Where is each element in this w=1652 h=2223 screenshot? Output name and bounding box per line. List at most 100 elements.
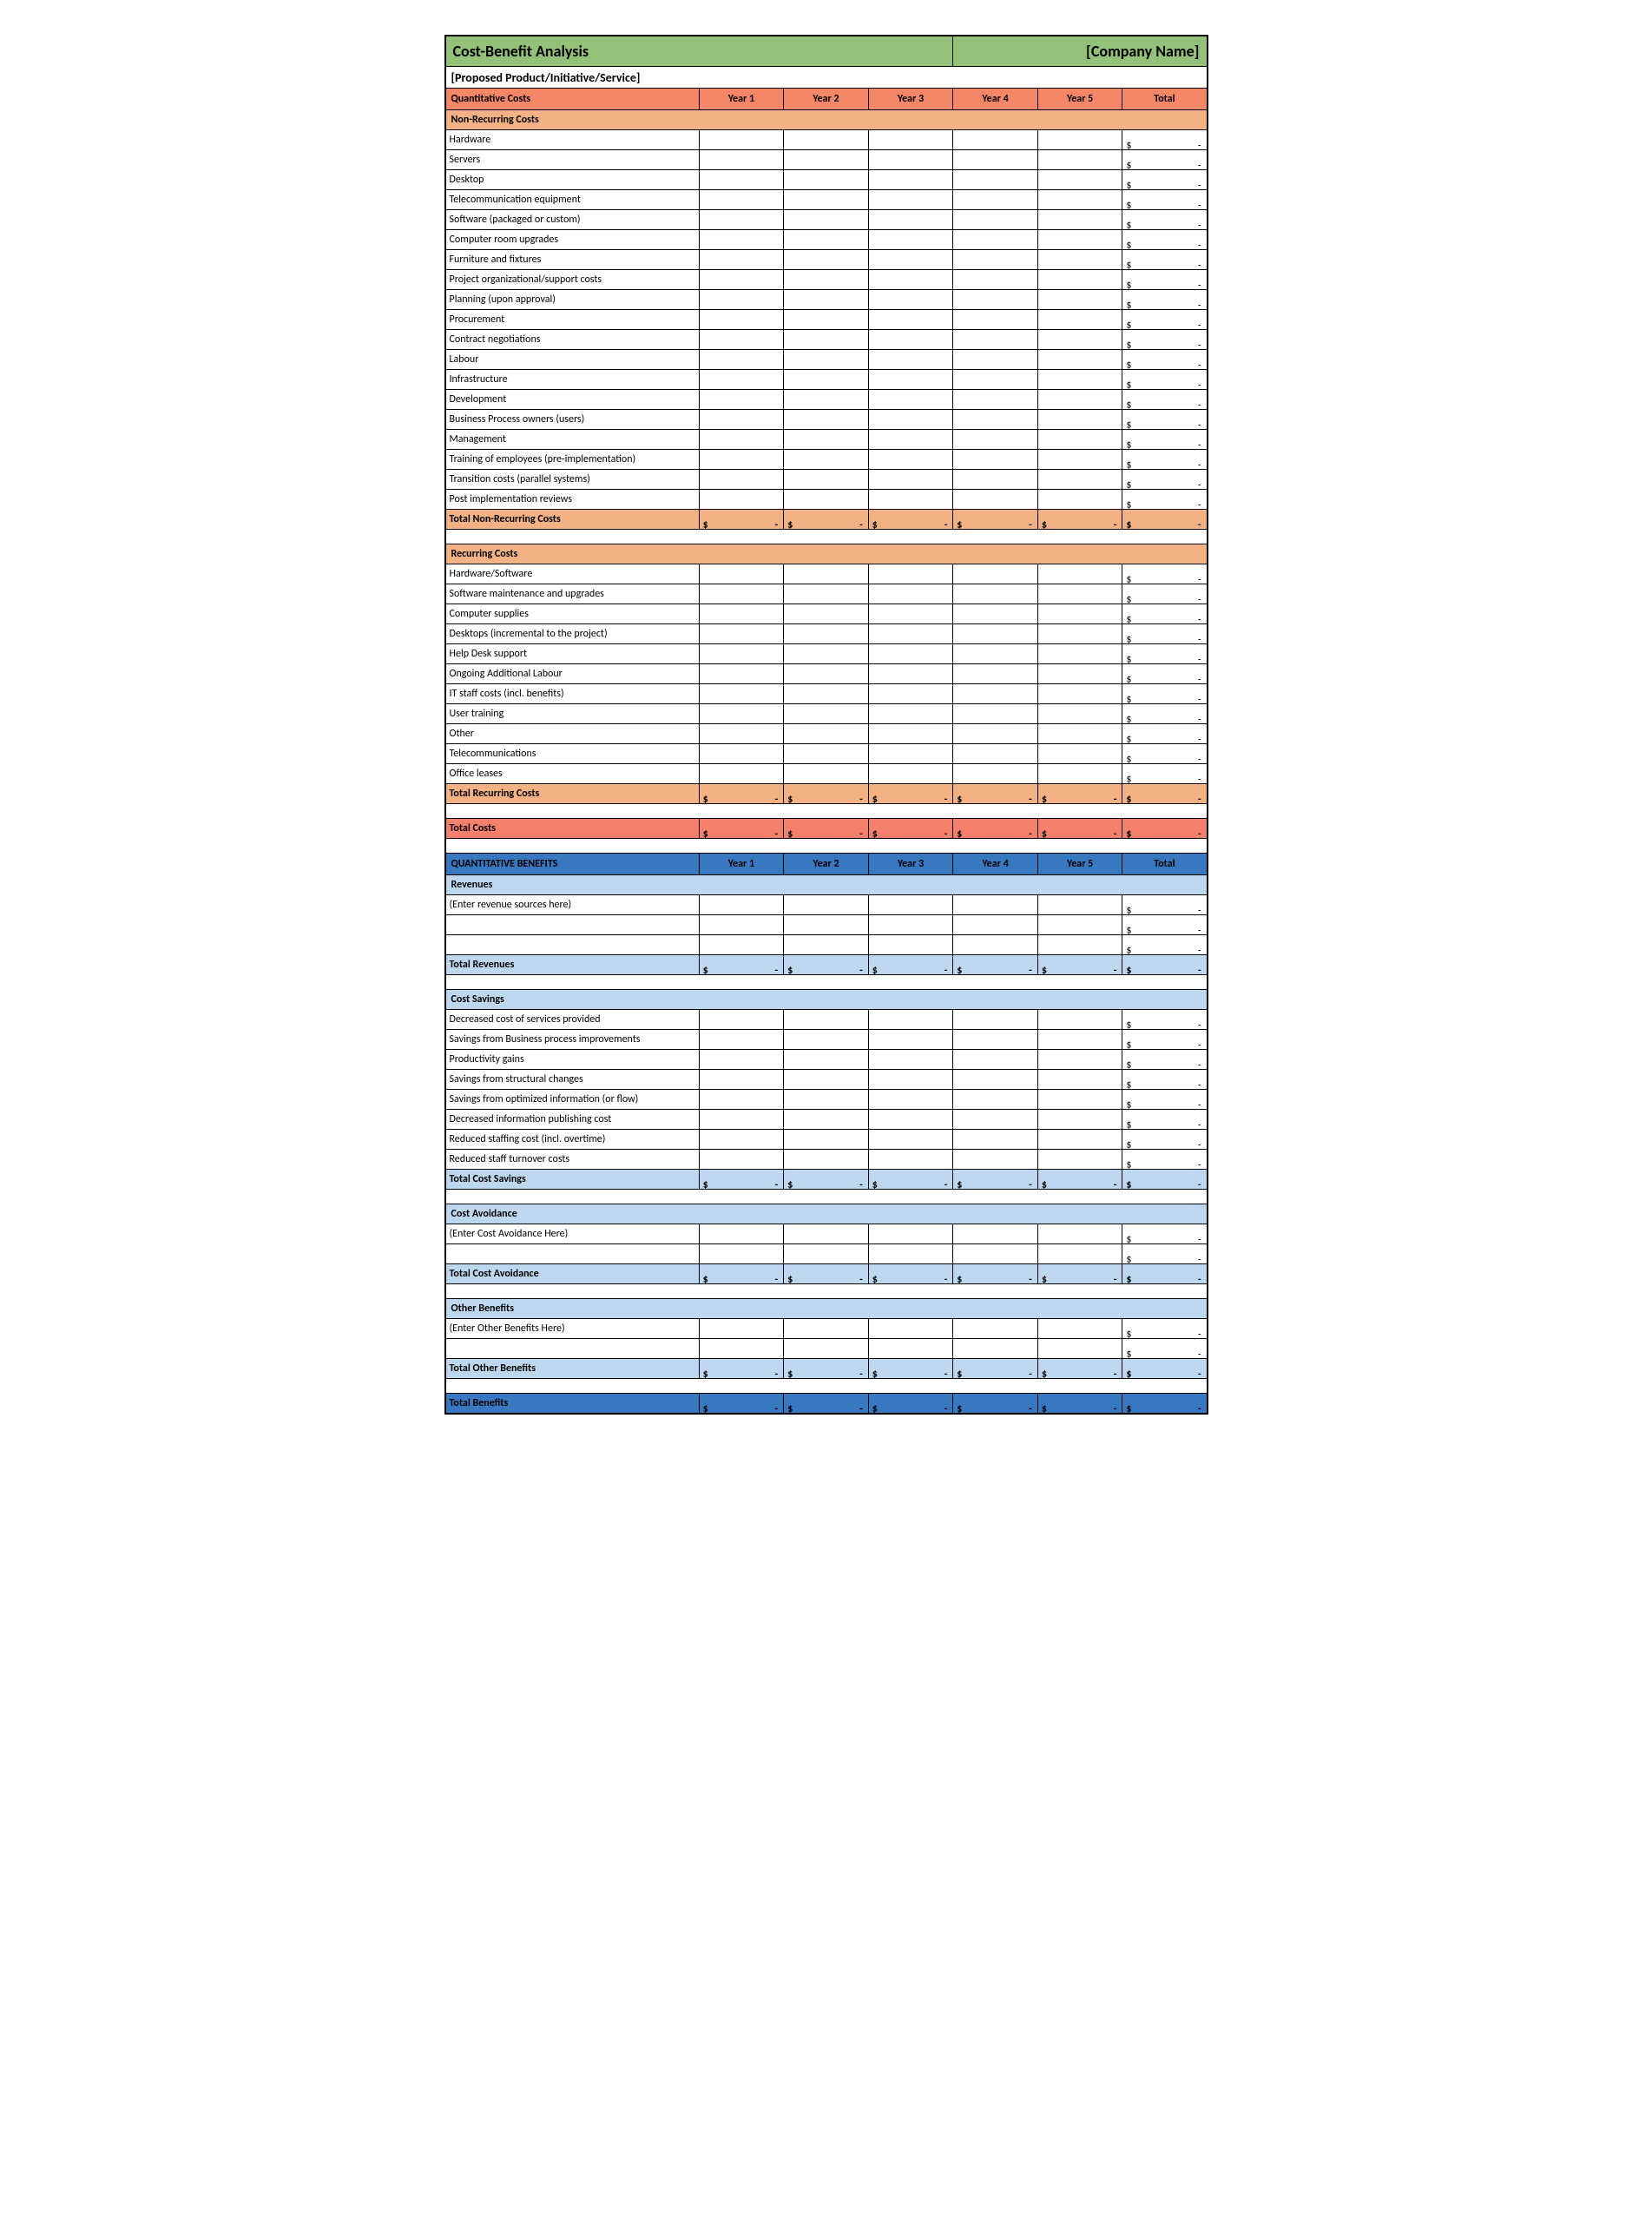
item-year-cell[interactable] [868,250,953,270]
item-year-cell[interactable] [1037,1244,1122,1264]
item-year-cell[interactable] [784,290,869,310]
item-year-cell[interactable] [784,170,869,190]
item-year-cell[interactable] [784,1130,869,1150]
item-year-cell[interactable] [784,764,869,784]
item-year-cell[interactable] [699,915,784,935]
item-year-cell[interactable] [1037,1090,1122,1110]
item-year-cell[interactable] [784,664,869,684]
item-year-cell[interactable] [1037,1339,1122,1359]
item-year-cell[interactable] [868,430,953,450]
item-year-cell[interactable] [1037,624,1122,644]
item-year-cell[interactable] [1037,764,1122,784]
item-year-cell[interactable] [784,1070,869,1090]
item-year-cell[interactable] [868,450,953,470]
item-year-cell[interactable] [953,684,1038,704]
item-year-cell[interactable] [699,390,784,410]
item-year-cell[interactable] [1037,250,1122,270]
item-year-cell[interactable] [868,935,953,955]
item-year-cell[interactable] [784,390,869,410]
item-year-cell[interactable] [953,350,1038,370]
item-year-cell[interactable] [953,724,1038,744]
item-year-cell[interactable] [953,935,1038,955]
item-year-cell[interactable] [868,490,953,510]
item-year-cell[interactable] [784,430,869,450]
item-year-cell[interactable] [1037,370,1122,390]
item-year-cell[interactable] [784,470,869,490]
item-year-cell[interactable] [868,270,953,290]
item-year-cell[interactable] [868,390,953,410]
item-year-cell[interactable] [784,935,869,955]
item-year-cell[interactable] [784,915,869,935]
item-year-cell[interactable] [784,624,869,644]
item-year-cell[interactable] [1037,210,1122,230]
item-year-cell[interactable] [784,724,869,744]
item-year-cell[interactable] [953,1110,1038,1130]
item-year-cell[interactable] [699,130,784,150]
item-year-cell[interactable] [1037,564,1122,584]
item-year-cell[interactable] [953,170,1038,190]
item-year-cell[interactable] [868,330,953,350]
item-year-cell[interactable] [784,604,869,624]
item-year-cell[interactable] [699,190,784,210]
item-year-cell[interactable] [953,764,1038,784]
item-year-cell[interactable] [953,564,1038,584]
item-year-cell[interactable] [868,290,953,310]
item-year-cell[interactable] [784,370,869,390]
item-year-cell[interactable] [699,1010,784,1030]
item-year-cell[interactable] [868,210,953,230]
item-year-cell[interactable] [868,410,953,430]
item-year-cell[interactable] [953,624,1038,644]
item-year-cell[interactable] [784,1090,869,1110]
item-year-cell[interactable] [784,330,869,350]
item-year-cell[interactable] [1037,684,1122,704]
item-year-cell[interactable] [953,644,1038,664]
item-year-cell[interactable] [868,130,953,150]
item-year-cell[interactable] [868,1050,953,1070]
item-year-cell[interactable] [953,895,1038,915]
item-year-cell[interactable] [868,895,953,915]
item-year-cell[interactable] [868,150,953,170]
item-year-cell[interactable] [784,1224,869,1244]
item-year-cell[interactable] [868,310,953,330]
item-year-cell[interactable] [868,764,953,784]
item-year-cell[interactable] [953,1130,1038,1150]
item-year-cell[interactable] [868,564,953,584]
item-year-cell[interactable] [784,450,869,470]
item-year-cell[interactable] [868,1090,953,1110]
item-year-cell[interactable] [699,704,784,724]
item-year-cell[interactable] [1037,450,1122,470]
item-year-cell[interactable] [953,130,1038,150]
item-year-cell[interactable] [784,1050,869,1070]
item-year-cell[interactable] [699,310,784,330]
item-year-cell[interactable] [953,1244,1038,1264]
item-year-cell[interactable] [953,664,1038,684]
item-year-cell[interactable] [868,170,953,190]
item-year-cell[interactable] [1037,190,1122,210]
item-year-cell[interactable] [699,270,784,290]
item-year-cell[interactable] [1037,1319,1122,1339]
item-year-cell[interactable] [784,1244,869,1264]
item-year-cell[interactable] [868,350,953,370]
item-year-cell[interactable] [699,1030,784,1050]
item-year-cell[interactable] [784,1110,869,1130]
item-year-cell[interactable] [953,270,1038,290]
item-year-cell[interactable] [699,410,784,430]
item-year-cell[interactable] [784,130,869,150]
item-year-cell[interactable] [1037,744,1122,764]
item-year-cell[interactable] [868,704,953,724]
item-year-cell[interactable] [953,1319,1038,1339]
item-year-cell[interactable] [868,915,953,935]
item-year-cell[interactable] [784,310,869,330]
item-year-cell[interactable] [868,1244,953,1264]
item-year-cell[interactable] [953,1339,1038,1359]
item-year-cell[interactable] [784,1010,869,1030]
item-year-cell[interactable] [784,250,869,270]
item-year-cell[interactable] [953,410,1038,430]
item-year-cell[interactable] [1037,490,1122,510]
item-year-cell[interactable] [1037,664,1122,684]
item-year-cell[interactable] [1037,895,1122,915]
item-year-cell[interactable] [699,764,784,784]
item-year-cell[interactable] [1037,1070,1122,1090]
item-year-cell[interactable] [699,430,784,450]
item-year-cell[interactable] [953,1224,1038,1244]
